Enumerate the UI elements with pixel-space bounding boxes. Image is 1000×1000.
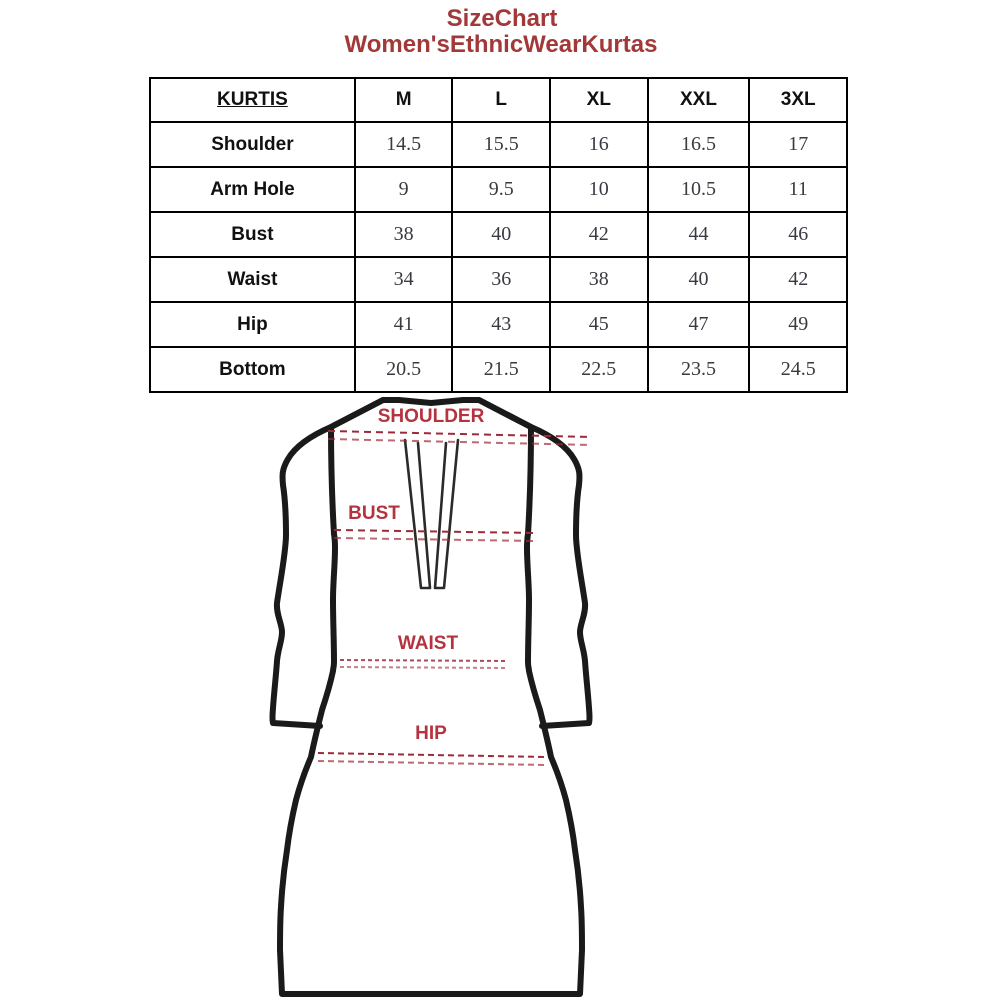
svg-text:SHOULDER: SHOULDER xyxy=(378,406,485,427)
svg-text:BUST: BUST xyxy=(348,503,400,524)
svg-text:WAIST: WAIST xyxy=(398,633,459,654)
svg-text:HIP: HIP xyxy=(415,723,447,744)
